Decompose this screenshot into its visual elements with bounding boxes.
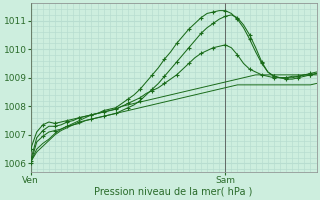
X-axis label: Pression niveau de la mer( hPa ): Pression niveau de la mer( hPa ) bbox=[94, 187, 253, 197]
